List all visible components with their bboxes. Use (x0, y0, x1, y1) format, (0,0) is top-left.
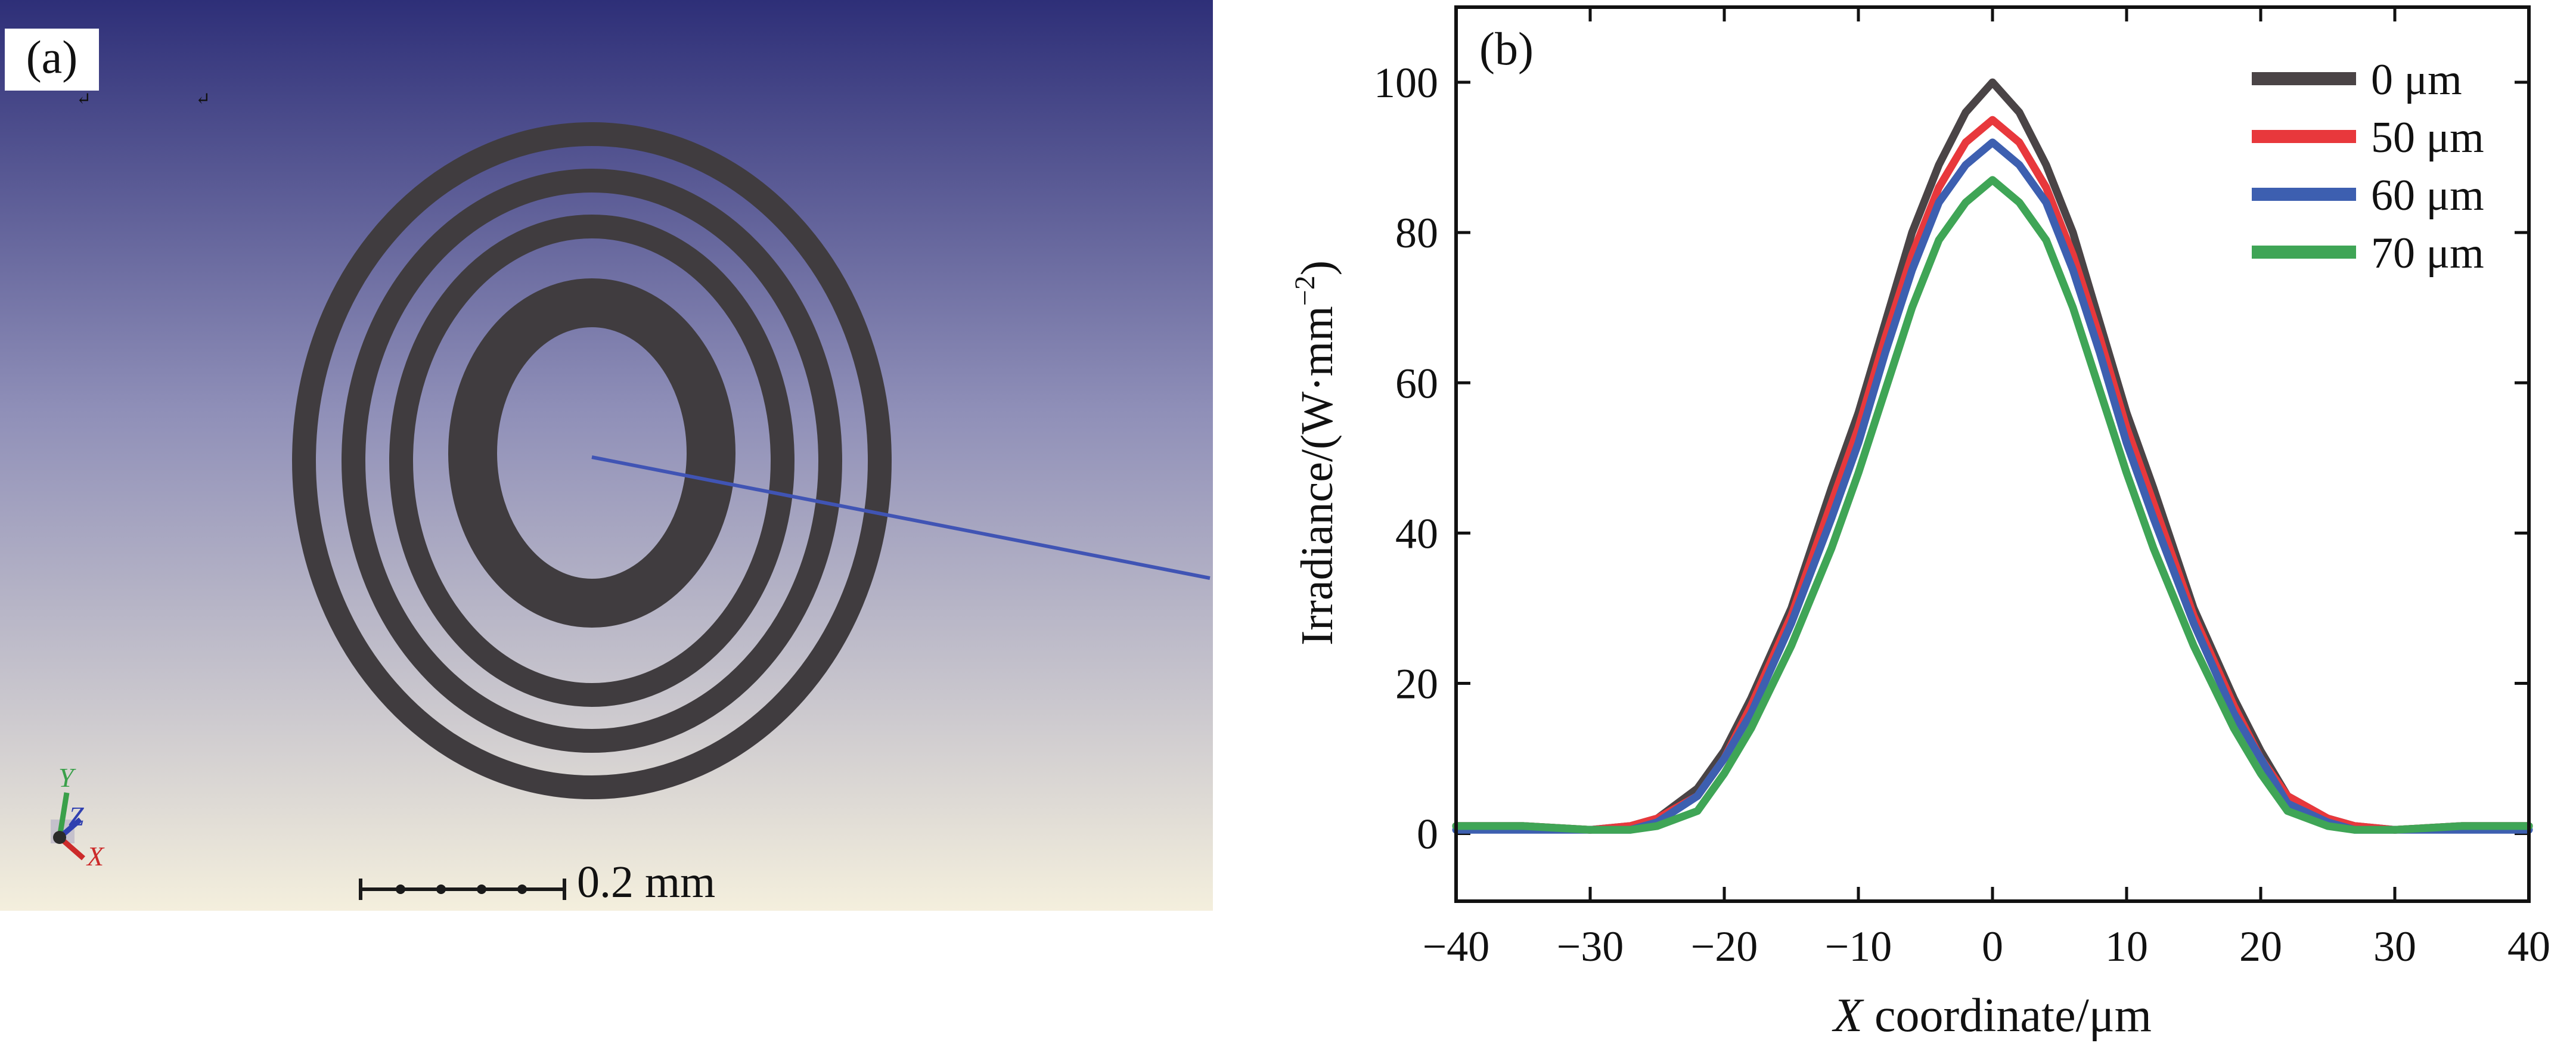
series-line-0 (1452, 78, 2533, 834)
axis-z-label: Z (69, 801, 84, 831)
axis-y-label: Y (58, 762, 76, 793)
render-background (0, 0, 1213, 911)
y-tick-label: 0 (1417, 811, 1438, 858)
series-line-3 (1452, 176, 2533, 834)
return-mark-icon: ↵ (195, 89, 210, 109)
axis-triad: Y Z X (51, 762, 105, 871)
panel-a-label: (a) (26, 31, 78, 83)
x-tick-label: −40 (1423, 923, 1490, 970)
x-tick-label: 30 (2373, 923, 2416, 970)
ray-line (591, 455, 1211, 580)
ring-inner (448, 278, 735, 628)
panel-a-render-view: (a) ↵ ↵ Y Z X 0.2 mm (0, 0, 1213, 911)
series-line-2 (1452, 138, 2533, 834)
panel-b-label: (b) (1479, 23, 1534, 75)
axis-x-label: X (86, 841, 105, 871)
ring-outer-1 (292, 122, 892, 799)
series-layer (1452, 78, 2533, 834)
x-tick-label: 0 (1982, 923, 2003, 970)
ring-outer-2 (342, 169, 842, 753)
x-axis-title-italic: X (1832, 989, 1864, 1042)
y-axis-title-main: Irradiance/(W·mm (1292, 306, 1342, 645)
y-tick-label: 40 (1395, 510, 1438, 557)
legend-label-1: 50 μm (2371, 113, 2484, 162)
panel-b-irradiance-chart: −40 −30 −20 −10 0 10 20 30 40 0 20 40 60 80 100 (b) X … (1289, 5, 2550, 1042)
return-mark-icon: ↵ (76, 89, 91, 109)
scale-bar (359, 879, 566, 900)
x-tick-label: 10 (2105, 923, 2148, 970)
x-tick-label: 40 (2507, 923, 2550, 970)
x-axis-title: X coordinate/μm (1832, 989, 2152, 1042)
legend: 0 μm 50 μm 60 μm 70 μm (2252, 55, 2484, 278)
y-tick-label: 80 (1395, 209, 1438, 257)
y-axis-title-close: ) (1292, 260, 1342, 275)
legend-label-0: 0 μm (2371, 55, 2462, 104)
x-tick-label: −20 (1691, 923, 1758, 970)
x-axis-title-rest: coordinate/μm (1863, 989, 2152, 1042)
panel-a-label-box (5, 29, 99, 91)
x-tick-label: −10 (1825, 923, 1892, 970)
x-tick-label: 20 (2239, 923, 2282, 970)
x-tick-label: −30 (1557, 923, 1624, 970)
legend-label-2: 60 μm (2371, 171, 2484, 220)
y-tick-label: 100 (1374, 59, 1438, 107)
y-axis-title: Irradiance/(W·mm−2) (1289, 260, 1342, 645)
plot-frame (1454, 5, 2531, 903)
tick-labels: −40 −30 −20 −10 0 10 20 30 40 0 20 40 60 80 100 (1374, 59, 2550, 970)
scale-bar-label: 0.2 mm (577, 857, 715, 907)
y-tick-label: 20 (1395, 660, 1438, 707)
ring-outer-3 (389, 215, 794, 707)
ring-target (292, 122, 892, 799)
series-line-1 (1452, 116, 2533, 834)
y-tick-label: 60 (1395, 359, 1438, 407)
legend-label-3: 70 μm (2371, 229, 2484, 278)
y-axis-title-sup: −2 (1289, 275, 1321, 306)
